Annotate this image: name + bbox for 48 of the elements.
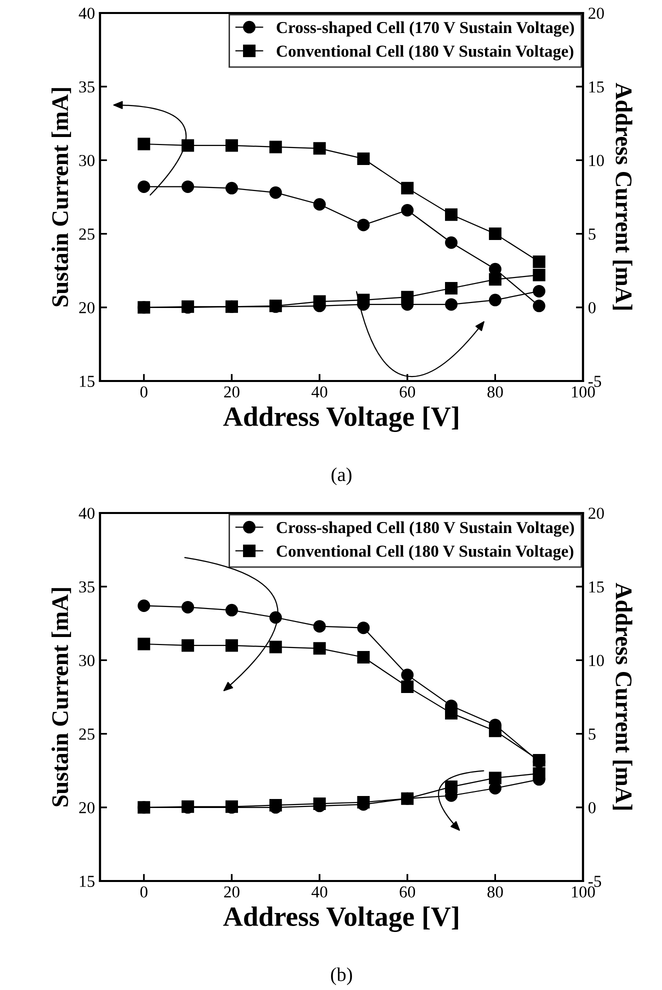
y-tick-label: 40 bbox=[78, 8, 95, 19]
y2-axis-title: Address Current [mA] bbox=[612, 582, 632, 810]
y2-tick-label: 10 bbox=[589, 154, 604, 166]
y2-tick-label: 20 bbox=[588, 508, 604, 519]
text: (a) bbox=[332, 467, 352, 486]
x-tick-label: 40 bbox=[312, 886, 328, 898]
x-axis-title: Address Voltage [V] bbox=[223, 406, 458, 432]
legend-label: Cross-shaped Cell (180 V Sustain Voltage) bbox=[276, 521, 574, 537]
text: (b) bbox=[331, 967, 352, 986]
y-tick-label: 15 bbox=[80, 376, 94, 387]
y2-tick-label: 0 bbox=[588, 802, 596, 814]
x-tick-label: 20 bbox=[224, 386, 240, 398]
y2-tick-label: -5 bbox=[588, 876, 602, 887]
y2-tick-label: 15 bbox=[589, 581, 604, 593]
y2-tick-label: 5 bbox=[588, 728, 596, 740]
x-tick-label: 100 bbox=[572, 386, 595, 398]
x-tick-label: 100 bbox=[572, 886, 595, 898]
x-tick-label: 80 bbox=[487, 386, 503, 398]
legend-label: Conventional Cell (180 V Sustain Voltage) bbox=[276, 45, 574, 60]
y-tick-label: 30 bbox=[79, 654, 95, 666]
y-tick-label: 30 bbox=[79, 154, 95, 166]
y-tick-label: 40 bbox=[78, 508, 95, 519]
x-tick-label: 20 bbox=[224, 886, 240, 898]
legend-label: Cross-shaped Cell (170 V Sustain Voltage) bbox=[276, 21, 574, 37]
y-tick-label: 35 bbox=[79, 81, 94, 93]
y-axis-title: Sustain Current [mA] bbox=[52, 588, 72, 806]
x-tick-label: 0 bbox=[140, 386, 148, 398]
y2-tick-label: 15 bbox=[589, 81, 604, 93]
y2-tick-label: 5 bbox=[588, 228, 596, 240]
x-tick-label: 60 bbox=[400, 386, 416, 398]
y-tick-label: 20 bbox=[79, 302, 95, 314]
y-tick-label: 15 bbox=[80, 876, 94, 887]
y2-tick-label: 0 bbox=[588, 302, 596, 314]
y2-tick-label: 10 bbox=[589, 654, 604, 666]
x-tick-label: 40 bbox=[312, 386, 328, 398]
x-tick-label: 0 bbox=[140, 886, 148, 898]
y-tick-label: 35 bbox=[79, 581, 94, 593]
x-axis-title: Address Voltage [V] bbox=[223, 906, 458, 932]
y-tick-label: 20 bbox=[79, 802, 95, 814]
y2-axis-title: Address Current [mA] bbox=[612, 82, 632, 310]
y2-tick-label: 20 bbox=[588, 8, 604, 19]
legend-label: Conventional Cell (180 V Sustain Voltage) bbox=[276, 545, 574, 560]
y-axis-title: Sustain Current [mA] bbox=[52, 88, 72, 306]
y-tick-label: 25 bbox=[79, 228, 94, 240]
y2-tick-label: -5 bbox=[588, 376, 602, 387]
x-tick-label: 60 bbox=[400, 886, 416, 898]
y-tick-label: 25 bbox=[79, 728, 94, 740]
x-tick-label: 80 bbox=[487, 886, 503, 898]
